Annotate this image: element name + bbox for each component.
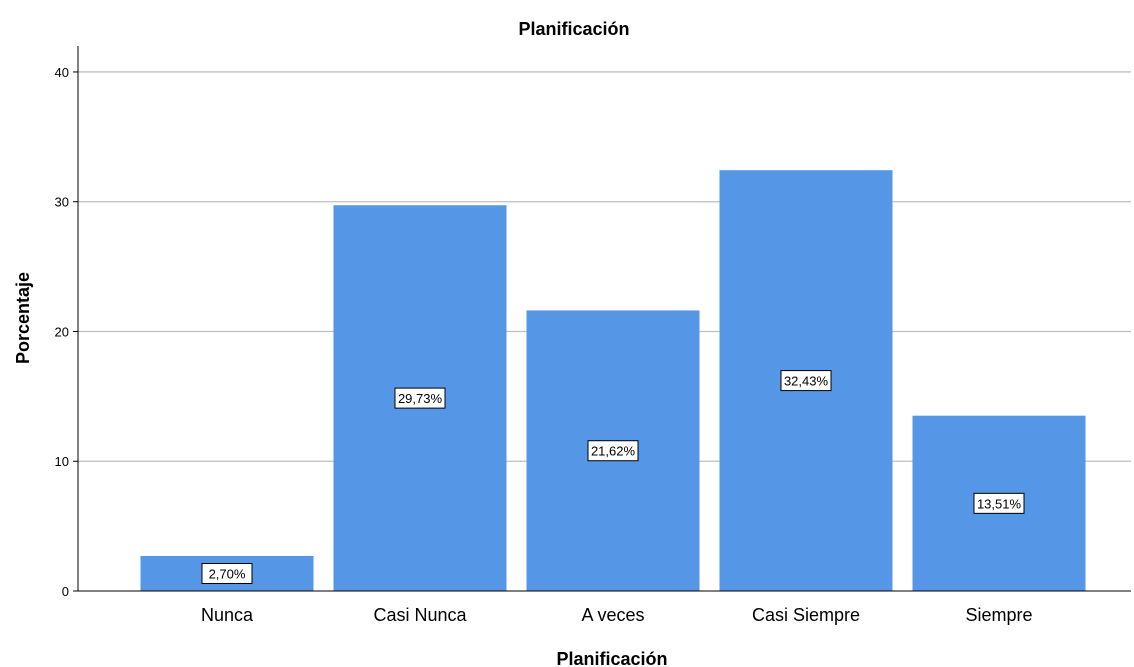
y-axis-title: Porcentaje: [13, 272, 33, 364]
bars: [140, 170, 1086, 592]
x-tick-label: Siempre: [965, 605, 1032, 625]
data-label-box: [394, 387, 446, 409]
chart-title: Planificación: [518, 19, 629, 39]
y-tick-label: 20: [55, 324, 69, 339]
data-label: 29,73%: [394, 387, 446, 409]
x-tick-label: Casi Nunca: [373, 605, 467, 625]
x-axis-title: Planificación: [556, 649, 667, 667]
x-tick-label: Nunca: [201, 605, 254, 625]
data-label: 32,43%: [780, 370, 832, 392]
data-label-text: 21,62%: [591, 444, 636, 459]
data-label-box: [780, 370, 832, 392]
x-tick-label: Casi Siempre: [752, 605, 860, 625]
data-label-text: 32,43%: [784, 374, 829, 389]
y-tick-label: 30: [55, 195, 69, 210]
x-tick-label: A veces: [581, 605, 644, 625]
axes: 0 10 20 30 40 Nunca Casi Nunca A veces Casi Siem…: [55, 46, 1131, 625]
data-label-text: 13,51%: [977, 496, 1022, 511]
data-label: 21,62%: [587, 440, 639, 462]
data-label-text: 2,70%: [209, 566, 246, 581]
data-label: 2,70%: [201, 562, 253, 584]
y-tick-label: 0: [62, 584, 69, 599]
data-label-box: [587, 440, 639, 462]
data-label-box: [201, 562, 253, 584]
data-label-box: [973, 492, 1025, 514]
data-label: 13,51%: [973, 492, 1025, 514]
y-tick-label: 10: [55, 454, 69, 469]
data-labels: 2,70% 29,73% 21,62% 32,43% 13,51%: [201, 370, 1025, 584]
y-tick-label: 40: [55, 65, 69, 80]
data-label-text: 29,73%: [398, 391, 443, 406]
